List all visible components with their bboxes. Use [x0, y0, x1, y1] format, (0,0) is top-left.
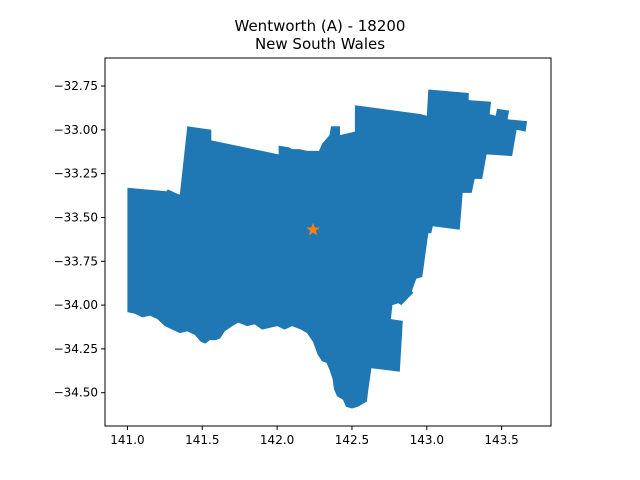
chart-subtitle: New South Wales — [255, 35, 385, 53]
plot-area — [127, 89, 528, 409]
x-tick-label: 141.0 — [110, 433, 144, 447]
y-tick-label: −33.50 — [54, 210, 98, 224]
x-axis: 141.0 141.5 142.0 142.5 143.0 143.5 — [110, 426, 519, 447]
y-tick-label: −34.25 — [54, 342, 98, 356]
y-tick-label: −34.00 — [54, 298, 98, 312]
y-tick-label: −33.75 — [54, 254, 98, 268]
centroid-star-marker — [306, 222, 320, 236]
x-tick-label: 142.5 — [335, 433, 369, 447]
x-tick-label: 142.0 — [260, 433, 294, 447]
region-shape — [127, 89, 528, 409]
y-tick-label: −33.00 — [54, 123, 98, 137]
x-tick-label: 143.5 — [484, 433, 518, 447]
y-tick-label: −34.50 — [54, 386, 98, 400]
x-tick-label: 141.5 — [185, 433, 219, 447]
y-tick-label: −32.75 — [54, 79, 98, 93]
x-tick-label: 143.0 — [410, 433, 444, 447]
chart-title: Wentworth (A) - 18200 — [235, 17, 406, 35]
y-tick-label: −33.25 — [54, 167, 98, 181]
y-axis: −32.75 −33.00 −33.25 −33.50 −33.75 −34.00 −34.… — [54, 79, 105, 400]
axes-frame — [104, 57, 552, 427]
